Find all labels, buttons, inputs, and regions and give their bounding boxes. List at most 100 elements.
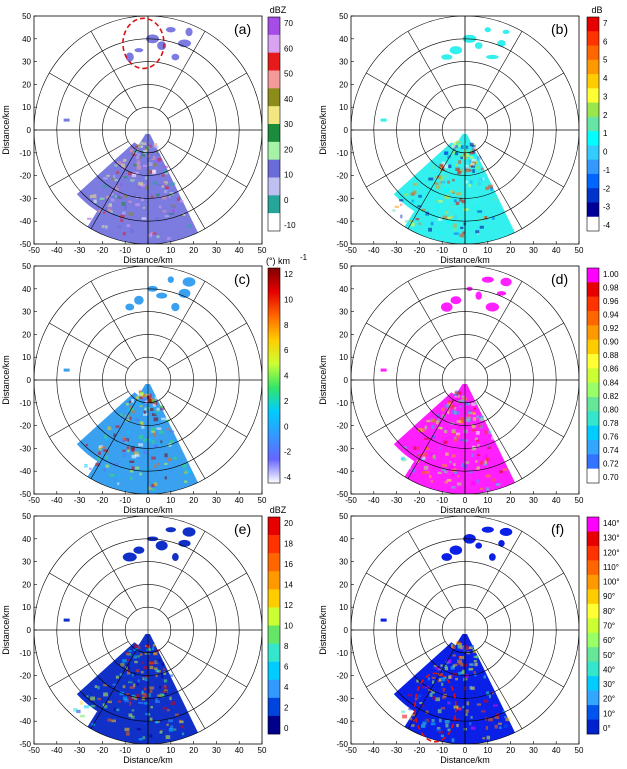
echo-speckle	[104, 434, 107, 439]
echo-speckle	[135, 203, 140, 207]
echo-speckle	[465, 180, 468, 184]
echo-speckle	[115, 171, 120, 174]
panel-label: (c)	[234, 271, 250, 287]
echo-cell	[63, 368, 70, 372]
colorbar-swatch	[587, 202, 599, 218]
y-tick-label: -40	[336, 217, 348, 226]
echo-speckle	[483, 675, 486, 679]
echo-speckle	[460, 145, 464, 149]
echo-speckle	[155, 700, 160, 704]
colorbar-gradient	[268, 268, 280, 483]
echo-speckle	[448, 675, 452, 679]
echo-speckle	[103, 684, 108, 687]
panel-label: (b)	[551, 21, 568, 37]
echo-speckle	[167, 457, 172, 462]
echo-speckle	[161, 694, 165, 697]
echo-speckle	[461, 199, 466, 204]
y-tick-label: -20	[19, 172, 31, 181]
echo-speckle	[147, 146, 150, 149]
colorbar-tick-label: 16	[284, 560, 293, 569]
colorbar-swatch	[587, 145, 599, 160]
echo-speckle	[126, 668, 130, 672]
echo-speckle	[115, 675, 119, 679]
echo-cell	[182, 527, 196, 537]
colorbar-swatch	[268, 715, 280, 735]
echo-speckle	[465, 646, 470, 651]
radial-line	[476, 649, 523, 729]
echo-speckle	[460, 154, 465, 158]
echo-speckle	[125, 693, 130, 696]
echo-speckle	[80, 701, 83, 705]
echo-speckle	[125, 652, 130, 655]
colorbar-tick-label: 100°	[603, 578, 620, 587]
echo-speckle	[431, 435, 436, 439]
radial-line	[366, 322, 446, 369]
colorbar-swatch	[268, 34, 280, 53]
echo-speckle	[464, 709, 469, 713]
echo-speckle	[167, 183, 171, 186]
echo-speckle	[157, 183, 162, 187]
echo-speckle	[480, 710, 486, 713]
echo-speckle	[142, 142, 147, 146]
echo-speckle	[122, 167, 126, 170]
echo-speckle	[124, 438, 129, 442]
radial-line	[49, 641, 129, 688]
echo-speckle	[132, 683, 136, 688]
echo-speckle	[453, 232, 459, 235]
echo-speckle	[173, 457, 178, 460]
echo-speckle	[424, 425, 428, 430]
colorbar-tick-label: 2	[284, 397, 289, 406]
echo-speckle	[113, 175, 116, 178]
echo-speckle	[102, 211, 106, 214]
y-tick-label: 40	[22, 35, 31, 44]
echo-speckle	[471, 429, 477, 432]
radial-line	[90, 31, 137, 111]
radial-line	[407, 31, 454, 111]
colorbar-tick-label: 6	[284, 346, 289, 355]
colorbar-tick-label: 0.98	[603, 284, 619, 293]
echo-speckle	[447, 402, 453, 407]
echo-speckle	[459, 420, 464, 424]
echo-speckle	[137, 403, 142, 406]
echo-speckle	[476, 165, 480, 170]
echo-speckle	[442, 215, 448, 220]
echo-speckle	[141, 425, 145, 429]
echo-cell	[125, 52, 134, 62]
x-tick-label: -10	[119, 746, 131, 755]
echo-speckle	[103, 692, 108, 697]
echo-speckle	[458, 425, 462, 429]
echo-cell	[486, 54, 499, 60]
echo-speckle	[114, 164, 118, 167]
colorbar-swatch	[587, 647, 599, 662]
echo-speckle	[495, 483, 501, 487]
echo-speckle	[97, 686, 100, 690]
echo-speckle	[468, 470, 473, 474]
echo-sector-main	[404, 633, 515, 744]
echo-speckle	[452, 410, 456, 414]
echo-speckle	[151, 156, 156, 160]
colorbar-frame	[267, 267, 281, 484]
echo-speckle	[429, 693, 433, 697]
echo-speckle	[450, 404, 455, 409]
echo-speckle	[421, 471, 427, 475]
echo-speckle	[132, 171, 138, 175]
echo-speckle	[486, 487, 490, 491]
echo-speckle	[131, 466, 135, 471]
y-tick-label: -50	[19, 740, 31, 749]
colorbar-tick-label: 0	[284, 724, 289, 733]
echo-speckle	[168, 727, 174, 732]
echo-speckle	[159, 685, 162, 689]
radial-line	[407, 149, 454, 229]
echo-speckle	[476, 454, 481, 457]
echo-speckle	[457, 399, 462, 403]
colorbar-tick-label: -2	[284, 448, 292, 457]
echo-speckle	[421, 704, 425, 708]
y-tick-label: 50	[22, 262, 31, 271]
echo-speckle	[463, 429, 469, 434]
radial-line	[484, 641, 564, 688]
colorbar-tick-label: 4	[284, 372, 289, 381]
colorbar-tick-label: 8	[284, 642, 289, 651]
radial-line	[484, 391, 564, 438]
echo-speckle	[142, 150, 147, 154]
echo-speckle	[149, 665, 154, 670]
